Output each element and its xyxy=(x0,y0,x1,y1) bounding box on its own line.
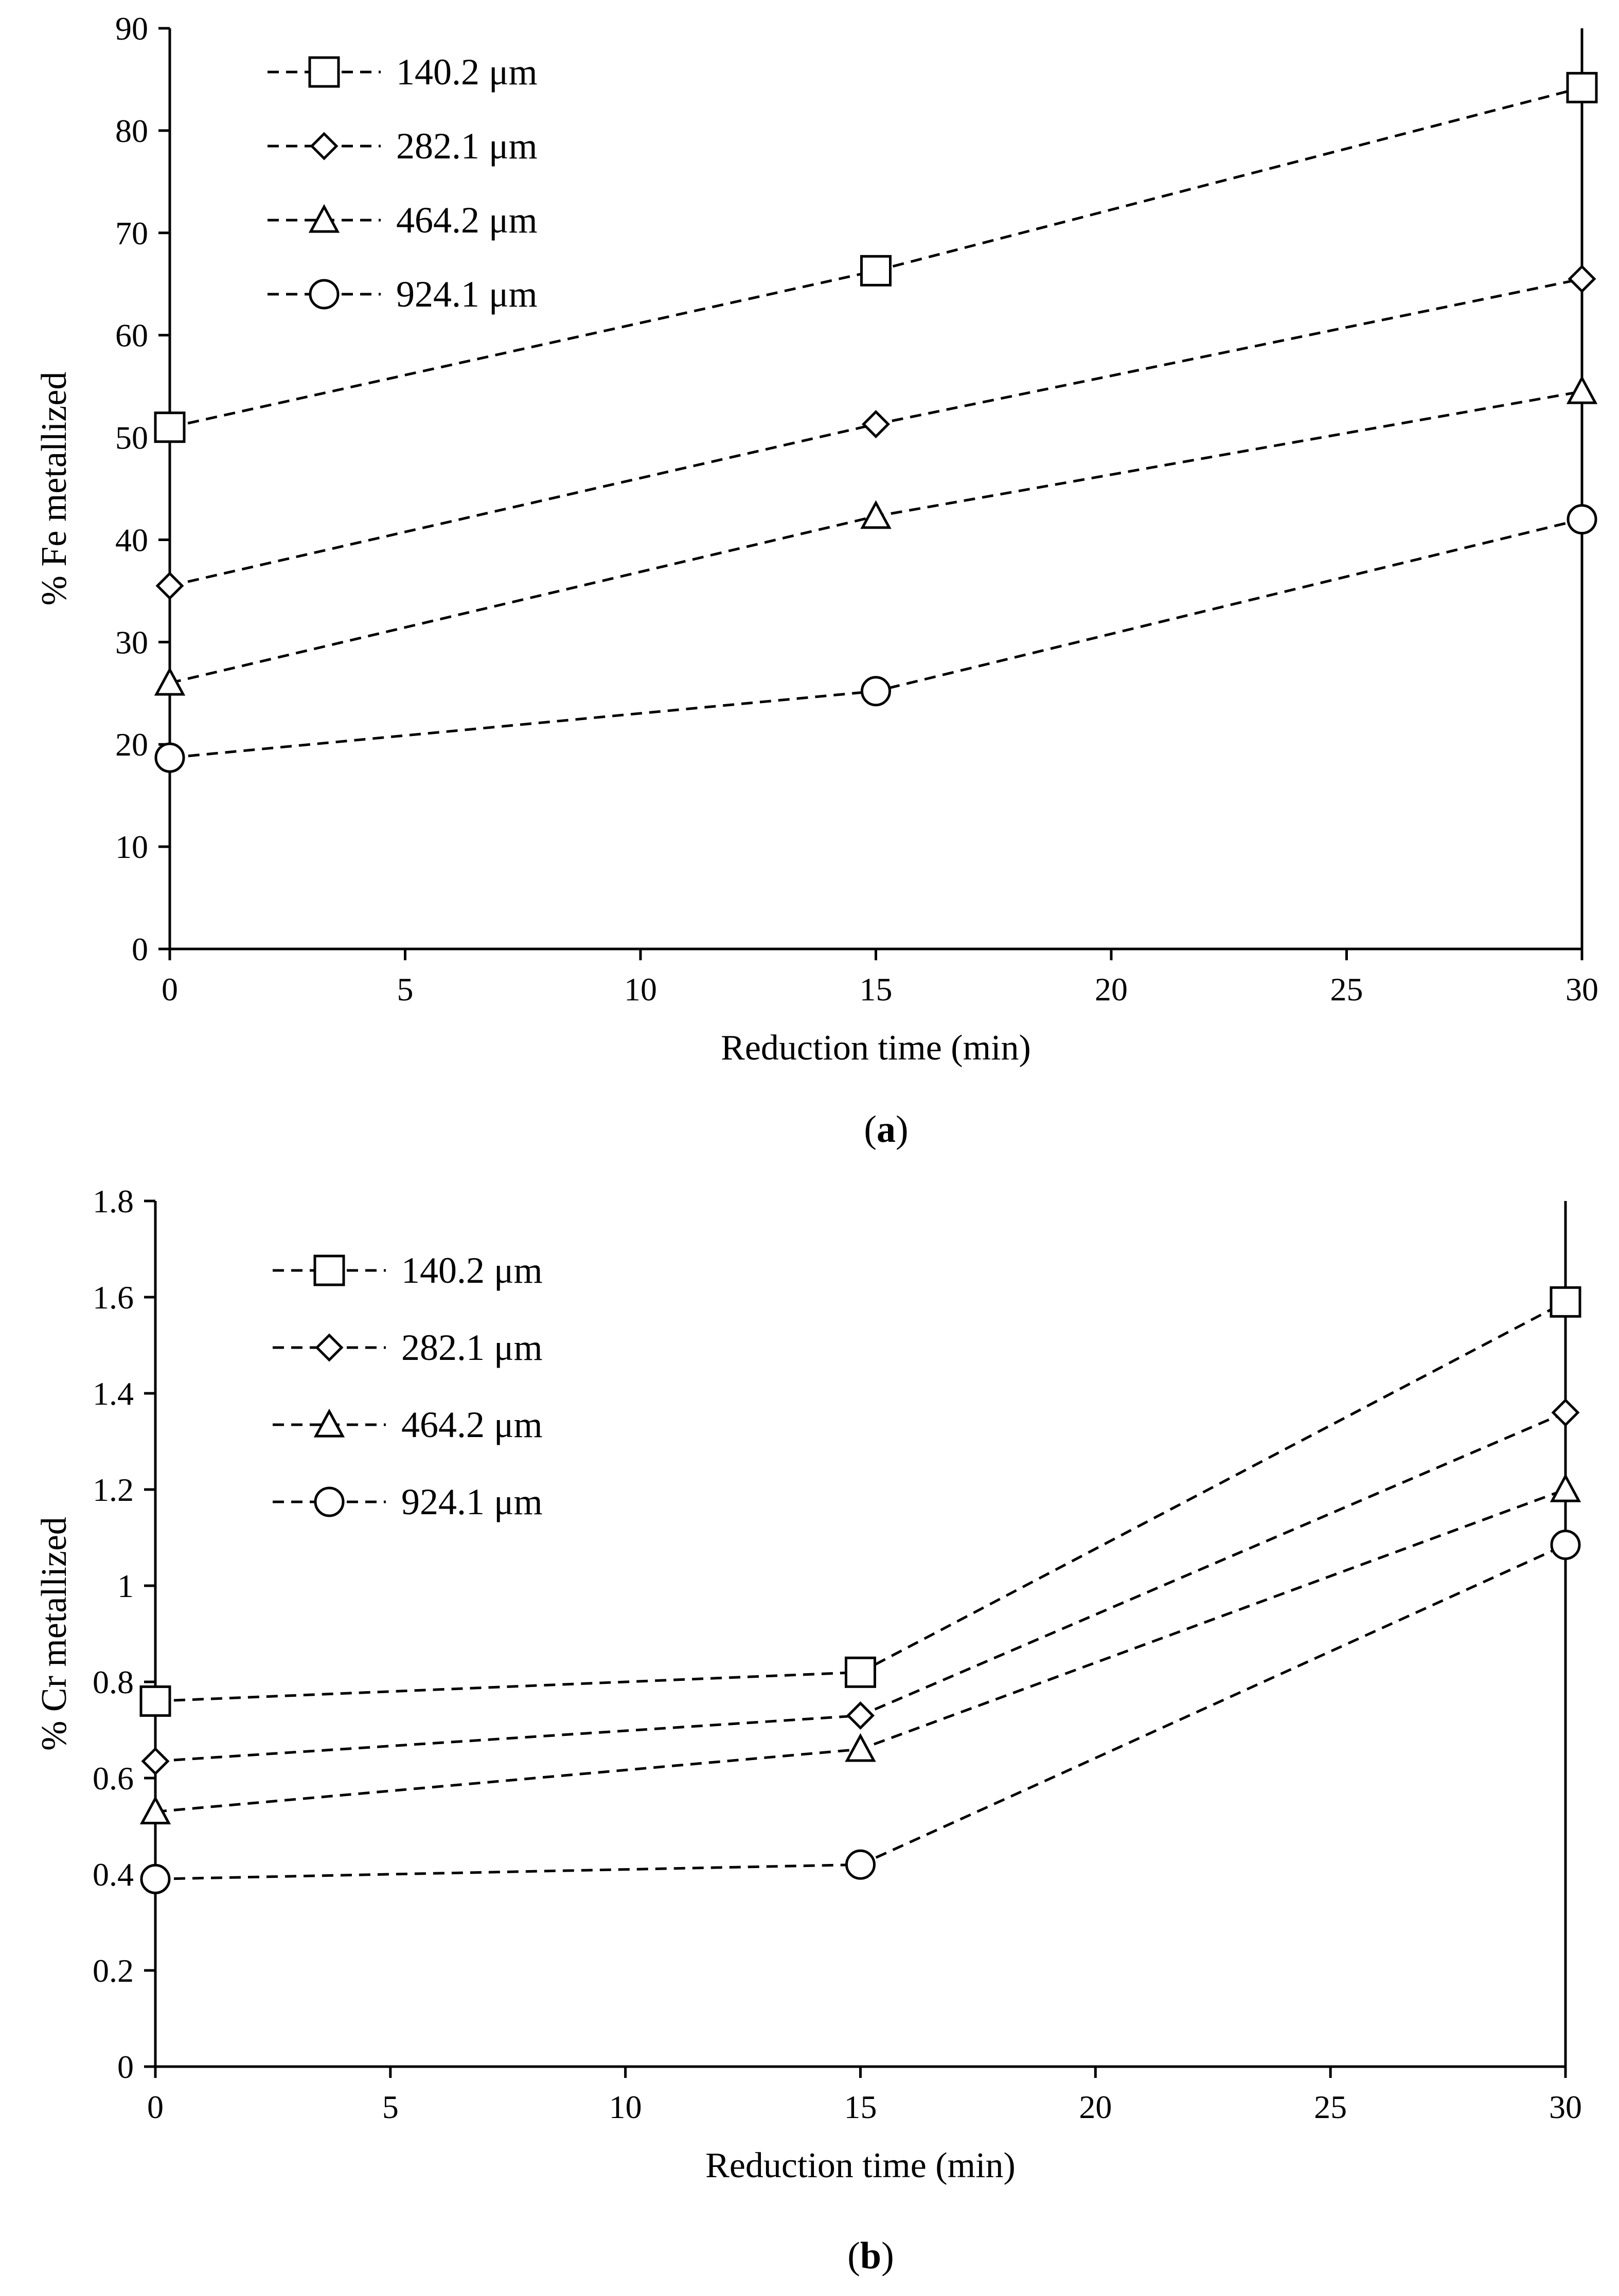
data-point-triangle xyxy=(860,500,892,529)
data-point-circle xyxy=(140,1863,171,1894)
chart-panel-b: 0 0.2 0.4 0.6 0.8 1 1.2 1.4 1.6 1.8 0 5 10 15 20 25 30 Re… xyxy=(34,1183,1582,2277)
y-tick-label: 1.6 xyxy=(93,1279,134,1316)
caption-close-paren: ) xyxy=(896,1108,909,1151)
legend-marker-diamond xyxy=(315,1333,344,1362)
y-tick-label: 90 xyxy=(115,10,148,47)
data-point-diamond xyxy=(141,1747,170,1775)
y-tick-label: 60 xyxy=(115,317,148,354)
y-tick-label: 1 xyxy=(117,1568,134,1604)
x-tick-label: 15 xyxy=(860,971,893,1008)
x-tick-label: 30 xyxy=(1565,971,1598,1008)
x-tick-label: 0 xyxy=(147,2089,164,2125)
x-tick-label: 20 xyxy=(1095,971,1128,1008)
y-tick-label: 1.4 xyxy=(93,1375,134,1412)
y-tick-label: 0.2 xyxy=(93,1952,134,1989)
legend-label: 282.1 μm xyxy=(401,1327,543,1368)
data-point-triangle xyxy=(845,1733,876,1762)
caption-open-paren: ( xyxy=(847,2235,860,2277)
y-tick-label: 20 xyxy=(115,726,148,763)
x-tick-label: 25 xyxy=(1314,2089,1347,2125)
data-point-circle xyxy=(1567,504,1597,535)
y-axis-title: % Cr metallized xyxy=(34,1517,74,1751)
y-axis-title: % Fe metallized xyxy=(34,372,74,606)
legend-label: 924.1 μm xyxy=(401,1481,543,1522)
series-line-3 xyxy=(155,1488,1566,1813)
caption-open-paren: ( xyxy=(864,1108,877,1151)
data-point-square xyxy=(860,255,892,286)
legend-marker-square xyxy=(308,56,340,88)
panel-caption: (a) xyxy=(864,1108,908,1151)
data-point-triangle xyxy=(1550,1473,1581,1502)
x-tick-label: 15 xyxy=(844,2089,877,2125)
data-point-diamond xyxy=(155,571,184,600)
y-tick-label: 0.4 xyxy=(93,1856,134,1893)
y-tick-label: 40 xyxy=(115,522,148,558)
y-tick-label: 0.6 xyxy=(93,1760,134,1797)
y-tick-label: 0.8 xyxy=(93,1664,134,1700)
x-tick-label: 5 xyxy=(382,2089,399,2125)
data-point-triangle xyxy=(154,667,186,696)
x-axis-title: Reduction time (min) xyxy=(721,1028,1031,1068)
x-tick-label: 10 xyxy=(609,2089,642,2125)
legend-marker-square xyxy=(313,1254,345,1286)
y-tick-label: 50 xyxy=(115,420,148,456)
y-tick-label: 0 xyxy=(117,2049,134,2085)
legend-label: 924.1 μm xyxy=(396,274,538,315)
x-tick-label: 30 xyxy=(1549,2089,1582,2125)
legend-marker-triangle xyxy=(308,204,340,233)
data-point-triangle xyxy=(1566,375,1598,404)
data-point-circle xyxy=(1550,1530,1581,1560)
legend-label: 464.2 μm xyxy=(396,200,538,241)
legend-label: 282.1 μm xyxy=(396,125,538,167)
y-tick-label: 0 xyxy=(132,931,148,967)
data-point-diamond xyxy=(1568,264,1596,293)
data-point-diamond xyxy=(846,1701,875,1730)
legend-marker-circle xyxy=(314,1486,345,1517)
caption-close-paren: ) xyxy=(881,2235,894,2277)
y-tick-label: 10 xyxy=(115,829,148,865)
y-tick-label: 1.2 xyxy=(93,1472,134,1508)
x-tick-label: 20 xyxy=(1079,2089,1112,2125)
legend-label: 140.2 μm xyxy=(396,51,538,93)
data-point-square xyxy=(1550,1286,1581,1318)
legend-label: 140.2 μm xyxy=(401,1250,543,1291)
data-point-circle xyxy=(861,676,891,707)
y-tick-label: 80 xyxy=(115,113,148,149)
x-axis-title: Reduction time (min) xyxy=(705,2146,1016,2185)
legend-label: 464.2 μm xyxy=(401,1404,543,1445)
data-point-square xyxy=(845,1656,876,1688)
data-point-square xyxy=(139,1685,171,1717)
caption-letter: b xyxy=(860,2235,881,2277)
caption-letter: a xyxy=(877,1108,896,1151)
panel-caption: (b) xyxy=(847,2235,894,2277)
legend-marker-triangle xyxy=(313,1408,345,1438)
series-line-4 xyxy=(169,518,1582,759)
x-tick-label: 5 xyxy=(397,971,414,1008)
data-point-square xyxy=(1566,71,1598,103)
data-point-circle xyxy=(154,742,185,773)
y-tick-label: 30 xyxy=(115,624,148,660)
x-tick-label: 10 xyxy=(624,971,657,1008)
data-point-square xyxy=(154,411,186,443)
y-tick-label: 1.8 xyxy=(93,1183,134,1219)
chart-panel-a: 0 10 20 30 40 50 60 70 80 90 0 5 10 15 20 25 30 Reduction… xyxy=(34,10,1598,1151)
x-tick-label: 25 xyxy=(1330,971,1363,1008)
data-point-circle xyxy=(845,1849,876,1880)
legend-marker-circle xyxy=(309,279,340,310)
y-tick-label: 70 xyxy=(115,215,148,252)
data-point-diamond xyxy=(861,410,891,439)
data-point-diamond xyxy=(1551,1398,1580,1427)
x-tick-label: 0 xyxy=(162,971,178,1008)
legend-marker-diamond xyxy=(310,132,339,160)
data-point-triangle xyxy=(139,1796,171,1825)
